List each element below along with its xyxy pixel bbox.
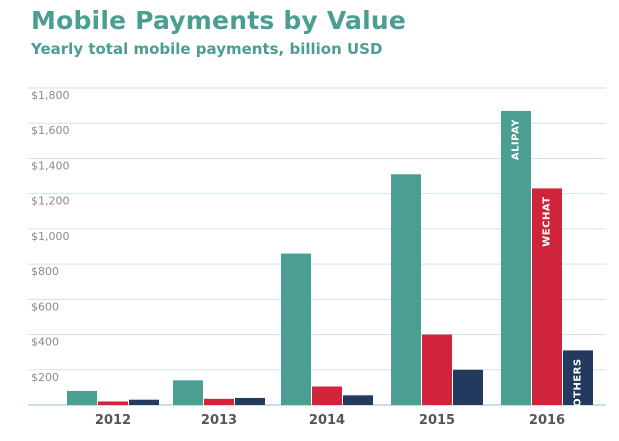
bar-others-2013 — [235, 397, 265, 405]
bar-others-2015 — [453, 369, 483, 405]
series-label-alipay: ALIPAY — [511, 119, 522, 161]
bar-wechat-2012 — [98, 401, 128, 405]
y-tick-label: $400 — [31, 336, 59, 349]
bar-alipay-2013 — [173, 380, 203, 405]
x-tick-label: 2013 — [201, 413, 237, 428]
x-tick-label: 2014 — [309, 413, 345, 428]
bar-alipay-2014 — [281, 253, 311, 405]
chart-subtitle: Yearly total mobile payments, billion US… — [31, 40, 383, 58]
y-tick-label: $1,600 — [31, 124, 70, 137]
x-tick-label: 2015 — [419, 413, 455, 428]
bar-alipay-2016 — [501, 110, 531, 406]
bar-alipay-2012 — [67, 390, 97, 405]
y-tick-label: $200 — [31, 371, 59, 384]
bar-others-2012 — [129, 399, 159, 405]
y-tick-label: $1,200 — [31, 195, 70, 208]
y-tick-label: $1,400 — [31, 159, 70, 172]
series-label-wechat: WECHAT — [542, 196, 553, 246]
bar-wechat-2013 — [204, 398, 234, 405]
bar-others-2014 — [343, 395, 373, 405]
y-tick-label: $1,000 — [31, 230, 70, 243]
bar-wechat-2014 — [312, 386, 342, 405]
bar-alipay-2015 — [391, 174, 421, 405]
series-label-others: OTHERS — [573, 358, 584, 406]
y-tick-label: $800 — [31, 265, 59, 278]
x-tick-label: 2012 — [95, 413, 131, 428]
bar-others-2016 — [563, 350, 593, 405]
x-tick-label: 2016 — [529, 413, 565, 428]
bar-wechat-2015 — [422, 334, 452, 405]
bar-wechat-2016 — [532, 188, 562, 405]
chart-title: Mobile Payments by Value — [31, 6, 407, 35]
y-tick-label: $1,800 — [31, 89, 70, 102]
y-tick-label: $600 — [31, 300, 59, 313]
